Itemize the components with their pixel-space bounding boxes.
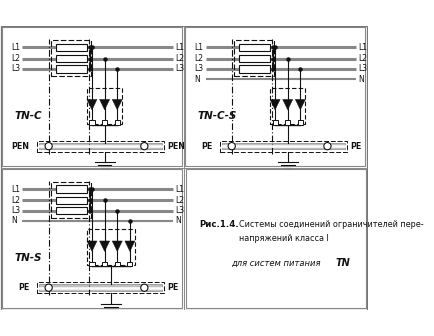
Text: TN-S: TN-S <box>14 253 42 263</box>
Bar <box>39 143 162 150</box>
Text: TN-C: TN-C <box>14 111 42 121</box>
Bar <box>115 120 120 125</box>
Bar <box>56 66 86 73</box>
Bar <box>187 169 366 308</box>
Bar <box>2 169 182 308</box>
Text: TN: TN <box>335 258 350 268</box>
Polygon shape <box>125 241 135 251</box>
Polygon shape <box>99 99 110 110</box>
Bar <box>234 40 274 76</box>
Bar <box>87 88 122 124</box>
Bar <box>270 88 306 124</box>
Text: Рис.1.4.: Рис.1.4. <box>199 220 239 229</box>
Text: L3: L3 <box>195 65 204 74</box>
Bar <box>2 27 182 166</box>
Circle shape <box>45 142 52 150</box>
Bar <box>220 141 347 152</box>
Text: L2: L2 <box>195 54 204 63</box>
Circle shape <box>324 142 331 150</box>
Bar <box>185 27 365 166</box>
Text: N: N <box>175 216 181 225</box>
Text: PE: PE <box>201 142 213 151</box>
Text: N: N <box>358 75 364 84</box>
Text: L1: L1 <box>175 43 184 52</box>
Text: L3: L3 <box>175 65 184 74</box>
Text: L3: L3 <box>358 65 367 74</box>
Text: TN-C-S: TN-C-S <box>197 111 237 121</box>
Circle shape <box>141 284 148 291</box>
Text: PEN: PEN <box>12 142 30 151</box>
Text: L2: L2 <box>175 54 184 63</box>
Text: L2: L2 <box>358 54 367 63</box>
Text: PEN: PEN <box>167 142 185 151</box>
Bar <box>127 262 132 266</box>
Bar <box>56 55 86 62</box>
Bar <box>56 197 86 204</box>
Text: L2: L2 <box>12 196 21 205</box>
Text: L2: L2 <box>12 54 21 63</box>
Circle shape <box>228 142 235 150</box>
Text: L3: L3 <box>12 206 21 215</box>
Circle shape <box>141 142 148 150</box>
Bar <box>87 229 135 265</box>
Polygon shape <box>112 99 122 110</box>
Bar <box>285 120 290 125</box>
Bar <box>239 55 270 62</box>
Text: N: N <box>195 75 201 84</box>
Bar <box>37 141 164 152</box>
Bar <box>56 185 86 193</box>
Bar <box>115 262 120 266</box>
Text: N: N <box>12 216 17 225</box>
Bar <box>56 207 86 214</box>
Bar <box>39 284 162 291</box>
Text: L1: L1 <box>12 43 21 52</box>
Bar <box>89 262 95 266</box>
Bar <box>298 120 303 125</box>
Polygon shape <box>87 99 97 110</box>
Text: L3: L3 <box>12 65 21 74</box>
Text: L1: L1 <box>195 43 204 52</box>
Polygon shape <box>112 241 122 251</box>
Text: PE: PE <box>350 142 361 151</box>
Polygon shape <box>99 241 110 251</box>
Circle shape <box>45 284 52 291</box>
Text: L1: L1 <box>12 184 21 194</box>
Text: PE: PE <box>18 283 30 292</box>
Bar <box>89 120 95 125</box>
Bar <box>51 182 91 218</box>
Text: L1: L1 <box>175 184 184 194</box>
Bar <box>56 44 86 51</box>
Bar <box>239 66 270 73</box>
Polygon shape <box>87 241 97 251</box>
Polygon shape <box>283 99 293 110</box>
Bar <box>37 282 164 293</box>
Bar <box>102 262 107 266</box>
Polygon shape <box>295 99 306 110</box>
Bar <box>102 120 107 125</box>
Text: L1: L1 <box>358 43 367 52</box>
Bar <box>273 120 278 125</box>
Bar <box>51 40 91 76</box>
Text: напряжений класса I: напряжений класса I <box>239 234 329 243</box>
Polygon shape <box>270 99 280 110</box>
Bar <box>222 143 345 150</box>
Text: для систем питания: для систем питания <box>231 259 323 268</box>
Text: L3: L3 <box>175 206 184 215</box>
Text: Системы соединений ограничителей пере-: Системы соединений ограничителей пере- <box>239 220 423 229</box>
Text: PE: PE <box>167 283 178 292</box>
Bar <box>239 44 270 51</box>
Text: L2: L2 <box>175 196 184 205</box>
